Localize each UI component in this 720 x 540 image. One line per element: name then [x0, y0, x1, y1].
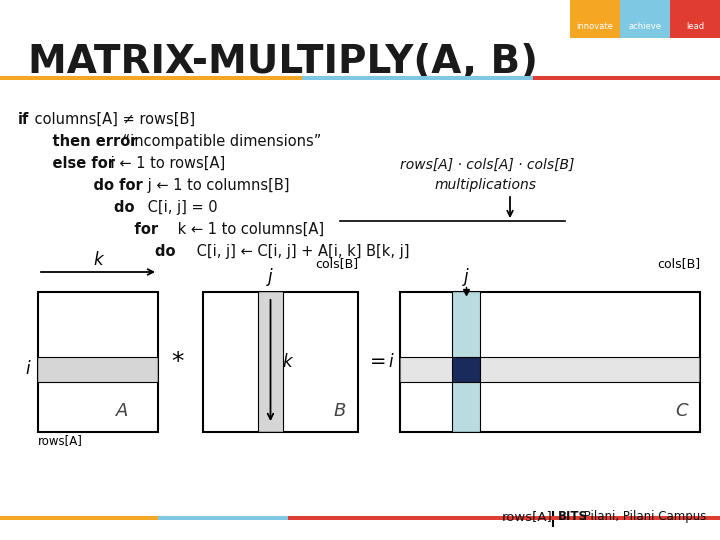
Text: j ← 1 to columns[B]: j ← 1 to columns[B] — [143, 178, 289, 193]
Bar — [0, 516, 158, 520]
Text: rows[A]: rows[A] — [38, 434, 83, 447]
Bar — [533, 76, 720, 80]
Bar — [158, 516, 288, 520]
Text: j: j — [268, 268, 273, 286]
Text: then error: then error — [32, 134, 138, 149]
Bar — [203, 292, 358, 432]
Text: innovate: innovate — [577, 22, 613, 31]
Text: B: B — [334, 402, 346, 420]
Text: A: A — [116, 402, 128, 420]
Bar — [452, 357, 480, 382]
Text: MATRIX-MULTIPLY(A, B): MATRIX-MULTIPLY(A, B) — [28, 43, 538, 81]
Text: achieve: achieve — [629, 22, 662, 31]
Bar — [452, 292, 480, 432]
Text: C[i, j] ← C[i, j] + A[i, k] B[k, j]: C[i, j] ← C[i, j] + A[i, k] B[k, j] — [192, 244, 410, 259]
Text: for: for — [32, 222, 158, 237]
Text: *: * — [172, 350, 184, 374]
Text: C: C — [675, 402, 688, 420]
Bar — [400, 357, 700, 382]
Text: do: do — [32, 200, 135, 215]
Text: k ← 1 to columns[A]: k ← 1 to columns[A] — [174, 222, 325, 237]
Text: cols[B]: cols[B] — [657, 257, 700, 270]
Bar — [258, 292, 283, 432]
Text: do: do — [32, 244, 176, 259]
Text: BITS: BITS — [558, 510, 588, 523]
Bar — [620, 0, 670, 38]
Text: C[i, j] = 0: C[i, j] = 0 — [143, 200, 217, 215]
Bar — [400, 292, 700, 432]
Bar — [0, 76, 302, 80]
Bar — [38, 292, 158, 432]
Text: rows[A] · cols[A] · cols[B]: rows[A] · cols[A] · cols[B] — [400, 158, 575, 172]
Bar — [288, 516, 720, 520]
Text: if: if — [18, 112, 30, 127]
Text: lead: lead — [686, 22, 704, 31]
Text: k: k — [93, 251, 103, 269]
Text: i ← 1 to rows[A]: i ← 1 to rows[A] — [106, 156, 225, 171]
Bar — [38, 357, 158, 382]
Text: j: j — [464, 268, 468, 286]
Text: “incompatible dimensions”: “incompatible dimensions” — [118, 134, 321, 149]
Text: Pilani, Pilani Campus: Pilani, Pilani Campus — [580, 510, 706, 523]
Text: rows[A]: rows[A] — [502, 510, 553, 523]
Text: cols[B]: cols[B] — [315, 257, 358, 270]
Text: i: i — [388, 353, 392, 371]
Text: do for: do for — [32, 178, 143, 193]
Bar — [302, 76, 533, 80]
Text: columns[A] ≠ rows[B]: columns[A] ≠ rows[B] — [30, 112, 195, 127]
Text: else for: else for — [32, 156, 115, 171]
Bar — [570, 0, 620, 38]
Text: i: i — [25, 361, 30, 379]
Bar — [670, 0, 720, 38]
Text: multiplications: multiplications — [435, 178, 537, 192]
Text: k: k — [282, 353, 292, 371]
Text: =: = — [370, 353, 387, 372]
